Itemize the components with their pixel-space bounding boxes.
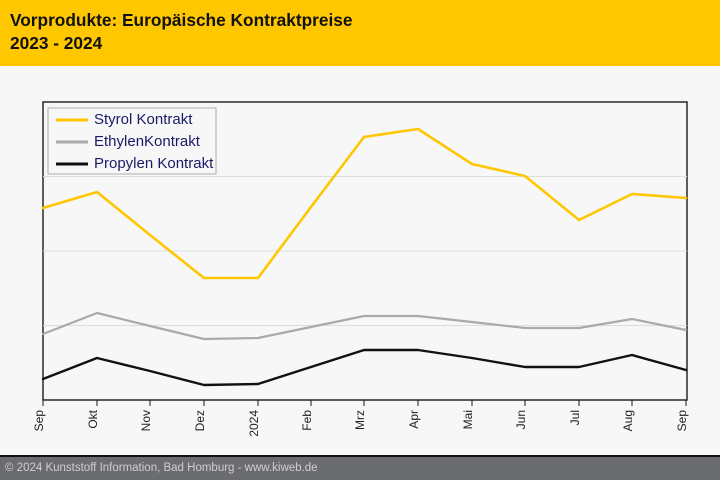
svg-text:Mrz: Mrz <box>353 410 367 430</box>
svg-text:Apr: Apr <box>407 410 421 429</box>
svg-text:Aug: Aug <box>621 410 635 431</box>
svg-text:EthylenKontrakt: EthylenKontrakt <box>94 133 201 150</box>
svg-text:Okt: Okt <box>86 409 100 428</box>
svg-text:Sep: Sep <box>675 410 689 432</box>
svg-text:Propylen Kontrakt: Propylen Kontrakt <box>94 155 214 172</box>
svg-text:Sep: Sep <box>32 410 46 432</box>
svg-text:Jun: Jun <box>514 410 528 429</box>
svg-text:Dez: Dez <box>193 410 207 431</box>
svg-text:Styrol Kontrakt: Styrol Kontrakt <box>94 111 193 128</box>
svg-text:Jul: Jul <box>568 410 582 425</box>
svg-text:Nov: Nov <box>139 410 153 431</box>
svg-text:Feb: Feb <box>300 410 314 431</box>
svg-text:Mai: Mai <box>461 410 475 429</box>
svg-text:2024: 2024 <box>247 410 261 437</box>
